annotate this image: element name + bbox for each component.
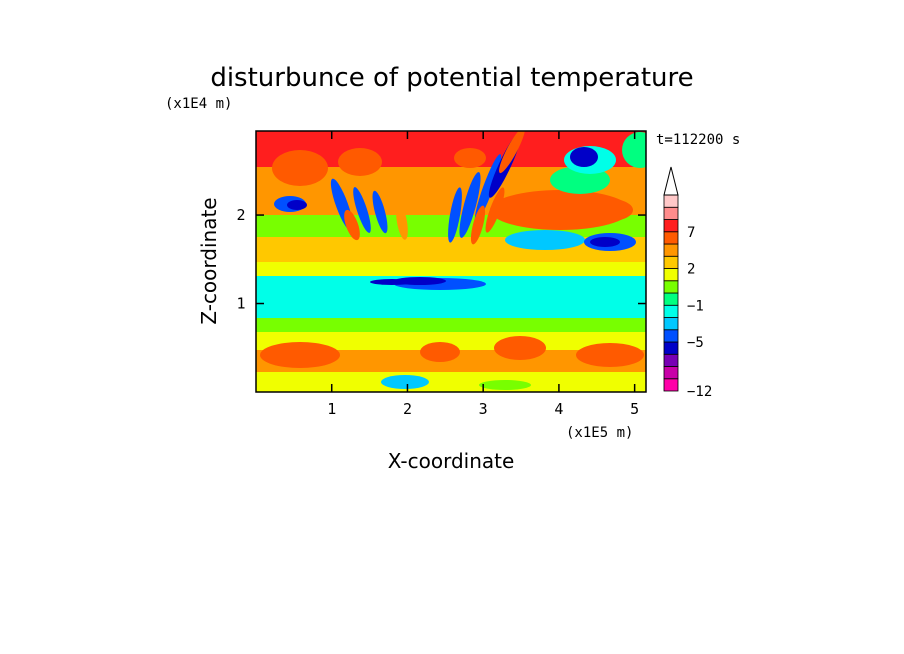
contour-cell xyxy=(338,148,382,176)
colorbar-tick-label: −1 xyxy=(687,298,704,314)
contour-cell xyxy=(479,380,531,390)
x-tick-label: 2 xyxy=(403,400,412,418)
wave-streak xyxy=(344,209,360,241)
wave-streak xyxy=(499,131,525,174)
contour-band xyxy=(256,262,646,276)
x-tick-label: 4 xyxy=(554,400,563,418)
wave-streak xyxy=(474,154,502,222)
contour-cell xyxy=(505,230,585,250)
colorbar-swatch xyxy=(663,304,679,318)
colorbar-swatch xyxy=(663,366,679,380)
wave-streak xyxy=(396,204,408,240)
contour-cell xyxy=(381,375,429,389)
contour-band xyxy=(256,372,646,392)
y-tick-label: 1 xyxy=(236,295,245,313)
x-axis-label: X-coordinate xyxy=(388,449,515,473)
x-tick-label: 3 xyxy=(479,400,488,418)
contour-cell xyxy=(260,342,340,368)
colorbar-tick-label: −12 xyxy=(687,384,712,400)
wave-streak xyxy=(448,187,462,243)
colorbar-tick-label: 7 xyxy=(687,225,695,241)
colorbar-extend-arrow xyxy=(663,166,679,196)
wave-streak xyxy=(485,187,505,233)
colorbar-swatch xyxy=(663,329,679,343)
colorbar-swatch xyxy=(663,280,679,294)
contour-cell xyxy=(590,237,620,247)
contour-band xyxy=(256,350,646,372)
colorbar-swatch xyxy=(663,341,679,355)
colorbar-tick-label: 2 xyxy=(687,262,695,278)
contour-cell xyxy=(272,150,328,186)
x-unit-label: (x1E5 m) xyxy=(566,425,633,441)
colorbar-swatch xyxy=(663,378,679,392)
colorbar-swatch xyxy=(663,231,679,245)
colorbar-swatch xyxy=(663,317,679,331)
y-tick-label: 2 xyxy=(236,206,245,224)
colorbar-swatch xyxy=(663,255,679,269)
wave-streak xyxy=(353,187,371,233)
colorbar-tick-label: −5 xyxy=(687,335,704,351)
contour-cell xyxy=(420,342,460,362)
y-unit-label: (x1E4 m) xyxy=(165,96,232,112)
x-tick-label: 5 xyxy=(630,400,639,418)
contour-cell xyxy=(287,200,307,210)
x-tick-label: 1 xyxy=(327,400,336,418)
contour-cell xyxy=(454,148,486,168)
wave-streak xyxy=(459,172,481,238)
colorbar-swatch xyxy=(663,292,679,306)
contour-band xyxy=(256,318,646,332)
colorbar-swatch xyxy=(663,268,679,282)
axis-ticks: 1 2 3 4 5 1 2 xyxy=(236,131,646,418)
wave-streak xyxy=(372,190,388,234)
colorbar-swatch xyxy=(663,219,679,233)
contour-cell xyxy=(570,147,598,167)
contour-cell xyxy=(494,336,546,360)
contour-band xyxy=(256,332,646,350)
plot-frame xyxy=(255,130,647,393)
colorbar-swatch xyxy=(663,353,679,367)
colorbar-swatch xyxy=(663,206,679,220)
contour-cell xyxy=(370,279,414,285)
y-axis-label: Z-coordinate xyxy=(197,197,221,324)
contour-cell xyxy=(622,132,646,168)
colorbar-swatch xyxy=(663,243,679,257)
time-label: t=112200 s xyxy=(656,132,740,148)
colorbar-swatch xyxy=(663,194,679,208)
chart-title: disturbunce of potential temperature xyxy=(210,63,693,93)
wave-streak xyxy=(470,205,486,245)
contour-cell xyxy=(577,198,633,222)
contour-field xyxy=(256,131,646,392)
contour-cell xyxy=(576,343,644,367)
colorbar: 7 2 −1 −5 −12 xyxy=(663,166,712,400)
